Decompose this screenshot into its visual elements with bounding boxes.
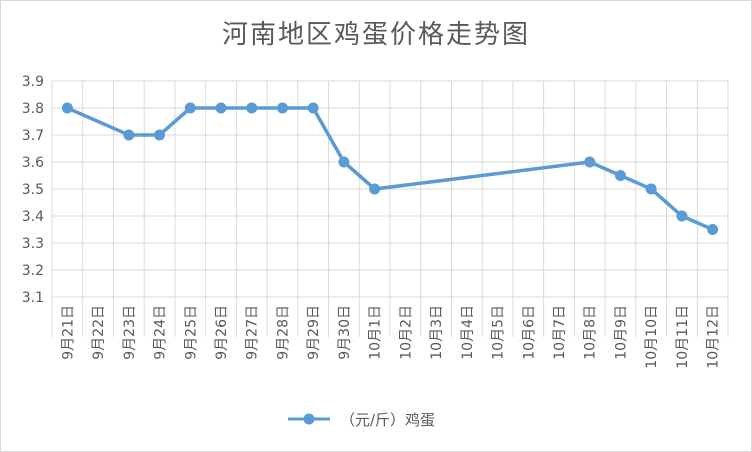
x-tick-label: 9月21日 [60,305,76,360]
x-tick-label: 10月11日 [675,305,691,369]
data-point [154,129,166,141]
x-tick-label: 10月2日 [398,305,414,360]
data-point [584,156,596,168]
x-tick-label: 9月28日 [275,305,291,360]
data-point [184,102,196,114]
data-point [215,102,227,114]
data-point [276,102,288,114]
data-point [246,102,258,114]
x-tick-label: 9月26日 [214,305,230,360]
x-tick-label: 9月27日 [245,305,261,360]
x-tick-label: 9月30日 [337,305,353,360]
legend-label: （元/斤）鸡蛋 [340,410,436,429]
x-tick-label: 9月25日 [183,305,199,360]
data-point [123,129,135,141]
y-tick-label: 3.5 [22,182,44,198]
y-tick-label: 3.2 [22,263,44,279]
x-tick-label: 10月3日 [429,305,445,360]
y-tick-label: 3.6 [22,155,44,171]
x-tick-label: 9月23日 [122,305,138,360]
data-point [614,170,626,181]
x-tick-label: 10月8日 [583,305,599,360]
data-point [307,102,319,114]
y-tick-label: 3.4 [22,209,44,225]
data-point [707,224,719,235]
x-tick-label: 10月7日 [552,305,568,360]
y-tick-label: 3.9 [22,74,44,90]
x-tick-label: 10月4日 [460,305,476,360]
y-tick-label: 3.1 [22,290,44,306]
data-point [676,210,688,222]
x-tick-label: 9月22日 [91,305,107,360]
x-tick-label: 10月1日 [368,305,384,360]
x-tick-label: 10月6日 [521,305,537,360]
x-tick-label: 10月5日 [491,305,507,360]
x-tick-label: 10月12日 [706,305,722,369]
data-point [645,183,657,195]
x-tick-label: 9月24日 [153,305,169,360]
x-tick-label: 9月29日 [306,305,322,360]
legend: （元/斤）鸡蛋 [286,408,435,430]
y-tick-label: 3.8 [22,101,44,117]
data-point [338,156,350,168]
legend-marker [288,413,330,425]
data-point [369,183,381,195]
y-tick-label: 3.7 [22,128,44,144]
chart-title: 河南地区鸡蛋价格走势图 [221,20,530,50]
x-tick-label: 10月9日 [613,305,629,360]
data-point [61,102,73,114]
x-tick-label: 10月10日 [644,305,660,369]
y-tick-label: 3.3 [22,236,44,252]
